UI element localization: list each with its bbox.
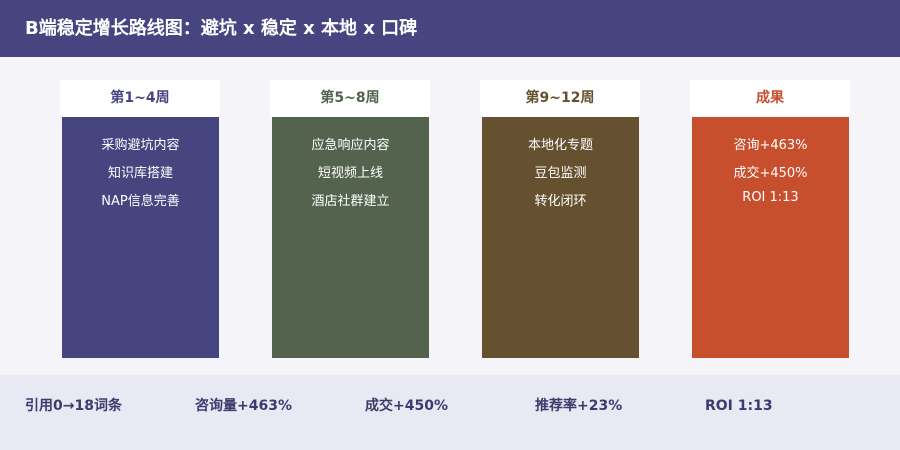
column-body: 应急响应内容 短视频上线酒店社群建立 bbox=[272, 117, 429, 358]
column-item: 短视频上线 bbox=[317, 166, 383, 181]
column-item: ROI 1:13 bbox=[742, 190, 799, 205]
column-item: 转化闭环 bbox=[534, 194, 587, 209]
column-header: 第5~8周 bbox=[270, 80, 430, 117]
column-body: 本地化专题豆包监测转化闭环 bbox=[482, 117, 639, 358]
footer-bar: 引用0→18词条 咨询量+463% 成交+450% 推荐率+23% ROI 1:13 bbox=[0, 375, 900, 450]
footer-stat: 引用0→18词条 bbox=[25, 398, 122, 414]
footer-stat: 成交+450% bbox=[365, 398, 448, 414]
column-item: 酒店社群建立 bbox=[311, 194, 390, 209]
column-item: 豆包监测 bbox=[534, 166, 587, 181]
title: B端稳定增长路线图：避坑 x 稳定 x 本地 x 口碑 bbox=[25, 18, 418, 39]
column-header: 第9~12周 bbox=[480, 80, 640, 117]
column-header: 成果 bbox=[690, 80, 850, 117]
column-item: 咨询+463% bbox=[733, 138, 808, 153]
column-item: 本地化专题 bbox=[527, 138, 593, 153]
footer-stat: ROI 1:13 bbox=[705, 398, 773, 414]
column-item: 采购避坑内容 bbox=[101, 138, 180, 153]
column-header: 第1~4周 bbox=[60, 80, 220, 117]
header-bar: B端稳定增长路线图：避坑 x 稳定 x 本地 x 口碑 bbox=[0, 0, 900, 57]
column-body: 咨询+463% 成交+450% ROI 1:13 bbox=[692, 117, 849, 358]
column-item: 知识库搭建 bbox=[107, 166, 173, 181]
footer-stat: 推荐率+23% bbox=[535, 398, 623, 414]
column-item: NAP信息完善 bbox=[101, 194, 180, 209]
footer-stat: 咨询量+463% bbox=[195, 398, 292, 414]
column-item: 成交+450% bbox=[733, 166, 808, 181]
column-item: 应急响应内容 bbox=[311, 138, 390, 153]
column-body: 采购避坑内容 知识库搭建 NAP信息完善 bbox=[62, 117, 219, 358]
